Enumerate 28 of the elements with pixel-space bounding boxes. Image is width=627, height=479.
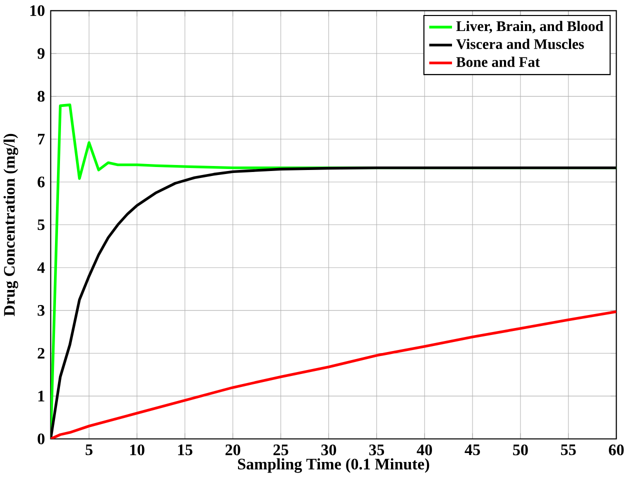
x-tick-label: 45: [464, 444, 480, 456]
x-tick-label: 5: [86, 444, 92, 456]
legend-label: Bone and Fat: [456, 56, 540, 68]
x-tick-label: 15: [178, 444, 192, 456]
y-tick-label: 5: [38, 219, 44, 230]
y-axis-title: Drug Concentration (mg/l): [4, 134, 18, 316]
y-tick-label: 1: [38, 390, 44, 402]
y-tick-label: 4: [37, 262, 45, 273]
x-tick-label: 25: [273, 444, 288, 456]
y-tick-label: 2: [38, 348, 44, 359]
x-tick-label: 50: [513, 444, 528, 456]
y-tick-label: 8: [38, 90, 45, 102]
y-tick-label: 9: [38, 48, 45, 59]
x-tick-label: 10: [130, 444, 144, 456]
x-tick-label: 60: [608, 444, 624, 456]
x-tick-label: 20: [226, 444, 240, 456]
y-tick-label: 3: [38, 305, 45, 316]
y-tick-label: 10: [30, 5, 44, 16]
x-tick-label: 55: [561, 444, 576, 456]
x-tick-label: 35: [369, 444, 384, 456]
x-axis-title: Sampling Time (0.1 Minute): [238, 458, 430, 473]
y-tick-label: 7: [38, 134, 45, 144]
x-tick-label: 40: [416, 444, 432, 456]
legend-label: Liver, Brain, and Blood: [456, 20, 604, 34]
legend-label: Viscera and Muscles: [456, 38, 584, 50]
y-tick-label: 6: [38, 176, 45, 188]
x-tick-label: 30: [321, 444, 336, 456]
y-tick-label: 0: [38, 434, 44, 444]
